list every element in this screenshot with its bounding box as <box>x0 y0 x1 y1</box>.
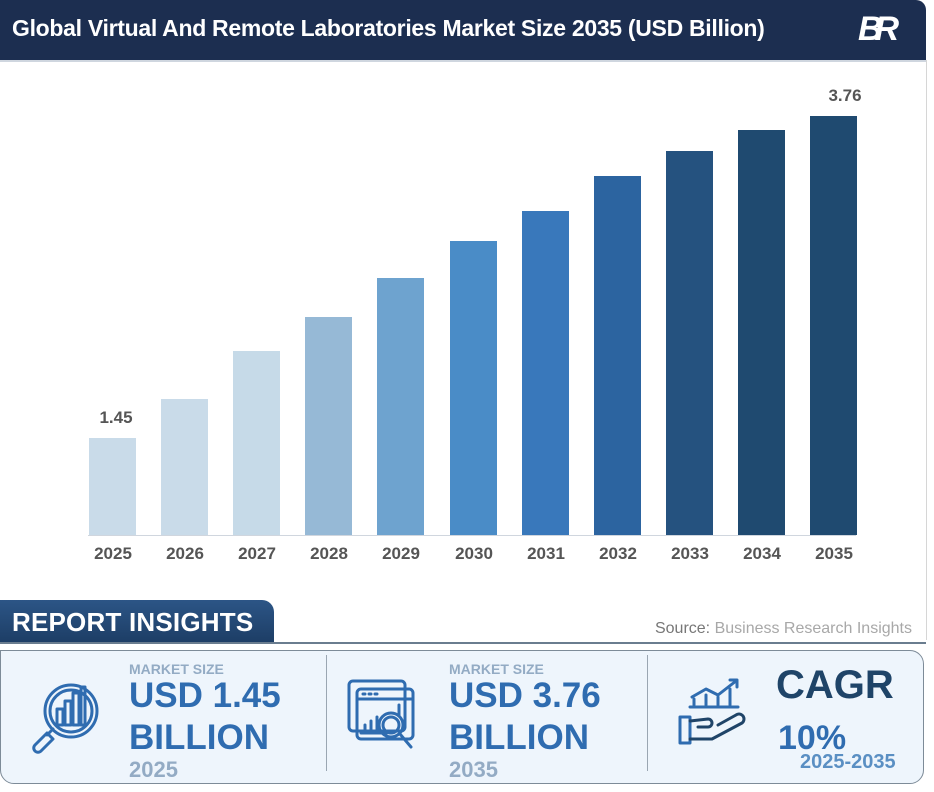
data-label: 1.45 <box>99 408 133 427</box>
bar-2035 <box>810 116 857 535</box>
source-credit: Source: Business Research Insights <box>655 620 912 638</box>
x-tick-label: 2025 <box>94 544 132 563</box>
x-tick-label: 2031 <box>527 544 565 563</box>
report-insights-tab: REPORT INSIGHTS <box>0 600 274 642</box>
hand-growth-chart-icon <box>678 678 746 745</box>
insight-card-market-size-2035: MARKET SIZE USD 3.76 BILLION 2035 <box>327 651 647 785</box>
market-size-label: MARKET SIZE <box>129 661 224 677</box>
bar-chart: 2025 1.45 2026 2027 2028 2029 2030 2031 2032 2033… <box>0 62 926 592</box>
x-tick-label: 2026 <box>166 544 204 563</box>
chart-header: Global Virtual And Remote Laboratories M… <box>0 0 926 60</box>
bar-2028 <box>305 317 352 535</box>
source-prefix: Source: <box>654 620 715 637</box>
frame-border <box>926 60 927 640</box>
bar-2033 <box>666 151 713 535</box>
data-label: 3.76 <box>828 86 862 105</box>
source-name: Business Research Insights <box>714 620 912 637</box>
insight-card-cagr: CAGR 10% 2025-2035 <box>648 651 925 785</box>
bar-2032 <box>594 176 641 535</box>
insights-panel: MARKET SIZE USD 1.45 BILLION 2025 MARKET… <box>0 650 924 784</box>
x-tick-label: 2035 <box>815 544 853 563</box>
bar-2031 <box>522 211 569 535</box>
cagr-range: 2025-2035 <box>800 751 896 773</box>
card-divider <box>647 655 648 771</box>
market-size-value: USD 1.45 <box>129 676 281 715</box>
header-divider <box>0 60 926 62</box>
market-size-unit: BILLION <box>449 718 589 757</box>
dashboard-magnifier-icon <box>347 679 415 749</box>
cagr-value: 10% <box>778 719 847 757</box>
chart-title: Global Virtual And Remote Laboratories M… <box>12 15 765 41</box>
market-size-value: USD 3.76 <box>449 676 601 715</box>
x-tick-label: 2032 <box>599 544 637 563</box>
market-size-year: 2035 <box>449 757 498 782</box>
market-size-year: 2025 <box>129 757 178 782</box>
insight-card-market-size-2025: MARKET SIZE USD 1.45 BILLION 2025 <box>1 651 326 785</box>
market-size-unit: BILLION <box>129 718 269 757</box>
cagr-label: CAGR <box>776 663 894 707</box>
bar-2029 <box>377 278 424 535</box>
market-size-label: MARKET SIZE <box>449 661 544 677</box>
x-tick-label: 2034 <box>743 544 781 563</box>
x-tick-label: 2033 <box>671 544 709 563</box>
x-tick-label: 2027 <box>238 544 276 563</box>
card-divider <box>326 655 327 771</box>
x-tick-label: 2029 <box>382 544 420 563</box>
brand-logo-icon: BR <box>858 10 899 48</box>
bar-2027 <box>233 351 280 535</box>
x-axis-line <box>88 535 856 536</box>
insights-rule <box>0 642 926 644</box>
bar-2025 <box>89 438 136 535</box>
x-tick-label: 2028 <box>310 544 348 563</box>
report-insights-label: REPORT INSIGHTS <box>12 607 254 637</box>
bar-2030 <box>450 241 497 535</box>
bar-2026 <box>161 399 208 535</box>
bar-2034 <box>738 130 785 535</box>
x-tick-label: 2030 <box>455 544 493 563</box>
magnifier-chart-icon <box>32 683 99 754</box>
